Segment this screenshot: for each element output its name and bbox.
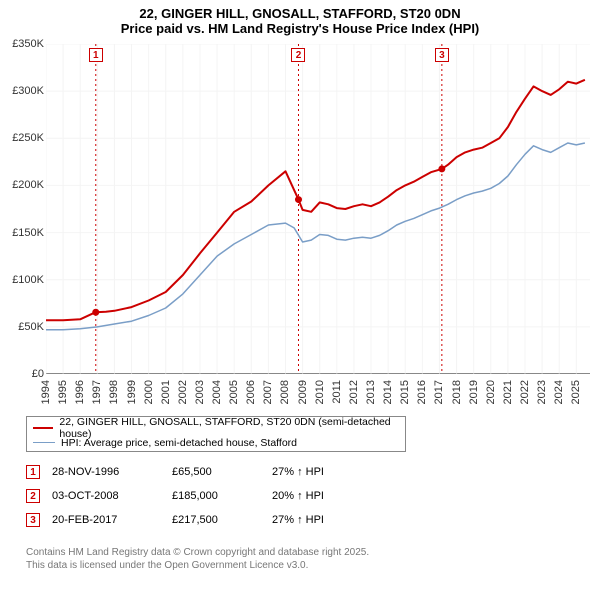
footer-attribution: Contains HM Land Registry data © Crown c… [26,546,369,572]
x-axis-tick-label: 2018 [451,380,463,404]
x-axis-tick-label: 2017 [433,380,445,404]
y-axis-tick-label: £250K [12,132,44,144]
x-axis-tick-label: 2013 [365,380,377,404]
x-axis-tick-label: 1998 [108,380,120,404]
sales-table-row: 1 28-NOV-1996£65,50027% ↑ HPI [26,460,446,484]
x-axis-tick-label: 2014 [382,380,394,404]
x-axis-tick-label: 2025 [570,380,582,404]
x-axis-tick-label: 2016 [416,380,428,404]
y-axis-tick-label: £350K [12,38,44,50]
sale-marker: 1 [26,465,40,479]
sale-marker: 3 [26,513,40,527]
x-axis-tick-label: 1995 [57,380,69,404]
x-axis-tick-label: 2007 [262,380,274,404]
x-axis-tick-label: 2022 [519,380,531,404]
x-axis-tick-label: 2001 [160,380,172,404]
legend-swatch [33,442,55,443]
sales-table-row: 3 20-FEB-2017£217,50027% ↑ HPI [26,508,446,532]
sale-marker: 3 [435,48,449,62]
chart-svg [46,44,590,374]
footer-line1: Contains HM Land Registry data © Crown c… [26,546,369,559]
x-axis-tick-label: 2009 [297,380,309,404]
x-axis-tick-label: 1994 [40,380,52,404]
sales-table: 128-NOV-1996£65,50027% ↑ HPI203-OCT-2008… [26,460,446,532]
sale-marker: 2 [26,489,40,503]
x-axis-tick-label: 2004 [211,380,223,404]
y-axis-tick-label: £50K [18,321,44,333]
sale-date: 03-OCT-2008 [52,490,172,502]
chart-title-address: 22, GINGER HILL, GNOSALL, STAFFORD, ST20… [0,6,600,21]
x-axis-tick-label: 2019 [468,380,480,404]
sale-date: 20-FEB-2017 [52,514,172,526]
title-block: 22, GINGER HILL, GNOSALL, STAFFORD, ST20… [0,0,600,36]
x-axis-tick-label: 2021 [502,380,514,404]
sale-price: £185,000 [172,490,272,502]
chart-title-subtitle: Price paid vs. HM Land Registry's House … [0,21,600,36]
x-axis-tick-label: 1996 [74,380,86,404]
sale-delta: 27% ↑ HPI [272,466,372,478]
sale-price: £217,500 [172,514,272,526]
legend-swatch [33,427,53,429]
y-axis-tick-label: £200K [12,179,44,191]
y-axis-tick-label: £0 [32,368,44,380]
x-axis-tick-label: 1999 [126,380,138,404]
sale-date: 28-NOV-1996 [52,466,172,478]
legend-row: 22, GINGER HILL, GNOSALL, STAFFORD, ST20… [33,420,399,435]
y-axis-tick-label: £150K [12,227,44,239]
x-axis-tick-label: 1997 [91,380,103,404]
footer-line2: This data is licensed under the Open Gov… [26,559,369,572]
sale-delta: 27% ↑ HPI [272,514,372,526]
legend-label: HPI: Average price, semi-detached house,… [61,437,297,449]
x-axis-tick-label: 2010 [314,380,326,404]
y-axis-tick-label: £100K [12,274,44,286]
sale-delta: 20% ↑ HPI [272,490,372,502]
sale-marker: 2 [291,48,305,62]
y-axis-tick-label: £300K [12,85,44,97]
x-axis-tick-label: 2011 [331,380,343,404]
x-axis-tick-label: 2003 [194,380,206,404]
x-axis-tick-label: 2005 [228,380,240,404]
x-axis-tick-label: 2015 [399,380,411,404]
sale-marker: 1 [89,48,103,62]
x-axis-tick-label: 2012 [348,380,360,404]
legend: 22, GINGER HILL, GNOSALL, STAFFORD, ST20… [26,416,406,452]
x-axis-tick-label: 2024 [553,380,565,404]
sales-table-row: 2 03-OCT-2008£185,00020% ↑ HPI [26,484,446,508]
x-axis-tick-label: 2000 [143,380,155,404]
x-axis-tick-label: 2008 [279,380,291,404]
x-axis-tick-label: 2023 [536,380,548,404]
chart-container: 22, GINGER HILL, GNOSALL, STAFFORD, ST20… [0,0,600,590]
sale-price: £65,500 [172,466,272,478]
x-axis-tick-label: 2006 [245,380,257,404]
chart-plot-area [46,44,590,374]
x-axis-tick-label: 2002 [177,380,189,404]
x-axis-tick-label: 2020 [485,380,497,404]
